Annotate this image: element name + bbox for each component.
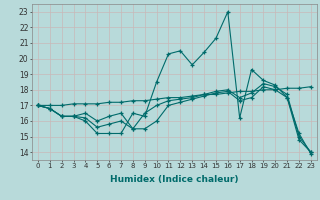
X-axis label: Humidex (Indice chaleur): Humidex (Indice chaleur) — [110, 175, 239, 184]
